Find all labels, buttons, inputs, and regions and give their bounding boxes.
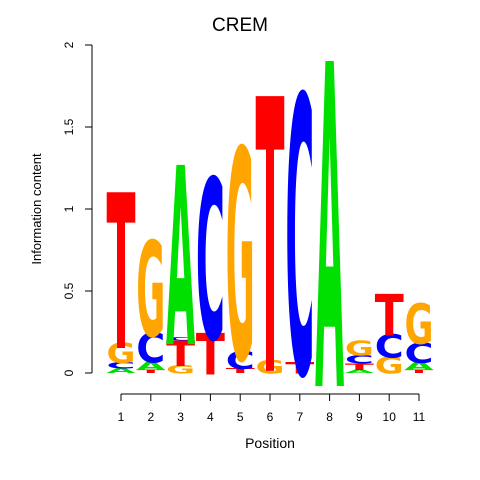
logo-letter-G: G <box>166 363 195 376</box>
logo-letter-C: C <box>345 353 374 366</box>
logo-letter-C: C <box>285 18 314 463</box>
logo-letter-T: T <box>345 362 374 373</box>
logo-letter-T: T <box>107 151 136 399</box>
logo-letter-C: C <box>226 345 255 375</box>
logo-letter-A: A <box>166 118 195 403</box>
x-tick-label: 4 <box>207 410 214 424</box>
x-tick-label: 5 <box>237 410 244 424</box>
x-tick-label: 2 <box>147 410 154 424</box>
x-tick-label: 7 <box>296 410 303 424</box>
logo-letter-C: C <box>375 329 404 366</box>
x-tick-label: 11 <box>413 410 426 424</box>
logo-letter-T: T <box>166 335 196 375</box>
logo-letter-T: T <box>226 367 255 375</box>
logo-letter-G: G <box>345 336 374 360</box>
x-tick-label: 3 <box>177 410 184 424</box>
logo-letter-G: G <box>107 338 136 369</box>
logo-letter-T: T <box>256 22 285 460</box>
logo-letter-G: G <box>136 214 165 367</box>
logo-letter-A: A <box>345 369 374 374</box>
x-axis: 1 2 3 4 5 6 7 8 9 10 11 <box>118 393 426 424</box>
x-tick-label: 9 <box>356 410 363 424</box>
logo-letter-T: T <box>136 369 166 374</box>
logo-letter-C: C <box>196 135 225 391</box>
logo-letter-G: G <box>405 292 434 356</box>
x-axis-label: Position <box>245 435 295 451</box>
y-axis-label: Information content <box>29 153 44 265</box>
logo-letter-C: C <box>136 324 165 373</box>
logo-letter-T: T <box>375 282 404 349</box>
x-tick-label: 1 <box>118 410 125 424</box>
logo-letter-C: C <box>166 336 195 341</box>
logo-letter-T: T <box>405 369 435 374</box>
y-tick-label: 0.5 <box>62 282 76 299</box>
y-tick-label: 1.5 <box>62 118 76 135</box>
logo-letter-A: A <box>405 359 435 373</box>
x-tick-label: 10 <box>383 410 397 424</box>
logo-letter-T: T <box>285 358 314 377</box>
y-tick-label: 1 <box>62 205 76 212</box>
logo-letter-T: T <box>196 321 225 388</box>
logo-letter-G: G <box>375 353 404 380</box>
logo-letter-G: G <box>256 357 285 379</box>
logo-letter-A: A <box>107 367 136 375</box>
logo-letter-A: A <box>136 359 166 373</box>
logo-letter-C: C <box>107 360 136 371</box>
logo-letter-G: G <box>226 90 255 427</box>
y-axis: 0 0.5 1 1.5 2 <box>62 41 93 376</box>
y-tick-label: 2 <box>62 41 76 48</box>
x-tick-label: 8 <box>326 410 333 424</box>
logo-letter-A: A <box>315 0 344 480</box>
y-tick-label: 0 <box>62 369 76 376</box>
x-tick-label: 6 <box>267 410 274 424</box>
chart-title: CREM <box>212 15 268 36</box>
logo-letter-C: C <box>405 337 434 369</box>
